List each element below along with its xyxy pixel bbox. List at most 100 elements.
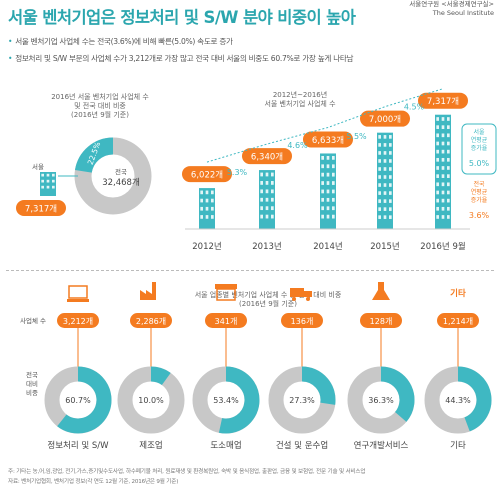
industry-category-label: 건설 및 운수업 (276, 440, 328, 451)
building-window (41, 179, 44, 183)
building-window (271, 197, 274, 202)
building-window (389, 151, 392, 155)
building-window (389, 143, 392, 147)
bar-value-pill (418, 92, 468, 109)
industry-count-pill (281, 313, 323, 328)
industry-category-label: 제조업 (139, 441, 162, 451)
bar-growth-label: 5.3% (227, 168, 248, 177)
bar-category-label: 2013년 (252, 241, 281, 252)
building-window (389, 191, 392, 195)
bar-chart-title-line: 서울 벤처기업 사업체 수 (264, 99, 336, 108)
industry-count-label: 2,286개 (136, 316, 166, 326)
seoul-growth-caption: 서울 (473, 128, 485, 136)
industry-count-label: 136개 (291, 316, 314, 326)
industry-title-line: 서울 업종별 벤처기업 사업체 수 및 전국 대비 비중 (195, 290, 342, 299)
bar-value-label: 6,022개 (191, 170, 223, 181)
building-window (441, 215, 445, 219)
building-window (321, 197, 324, 202)
building-window (378, 159, 381, 163)
bar-4 (435, 114, 451, 229)
building-window (436, 133, 439, 138)
bar-growth-label: 5.5% (346, 132, 367, 141)
building-window (271, 206, 274, 211)
building-window (200, 198, 203, 203)
building-window (260, 172, 263, 177)
building-window (441, 206, 445, 211)
building-window (205, 206, 209, 211)
national-growth-caption: 연평균 (471, 188, 488, 196)
section-divider (6, 270, 494, 271)
page-title: 서울 벤처기업은 정보처리 및 S/W 분야 비중이 높아 (8, 8, 356, 27)
industry-count-pill (437, 313, 479, 328)
building-window (441, 141, 445, 146)
building-window (441, 117, 445, 121)
building-window (441, 190, 445, 195)
bar-3-body (377, 132, 393, 229)
building-window (332, 172, 335, 177)
building-window (52, 179, 55, 183)
bullet-dot-icon: • (8, 37, 13, 46)
industry-0 (44, 285, 112, 434)
building-window (389, 167, 392, 171)
bar-value-label: 7,317개 (427, 96, 459, 107)
industry-category-label: 도소매업 (210, 441, 241, 451)
bullet-item: • 정보처리 및 S/W 부문의 사업체 수가 3,212개로 가장 많고 전국 … (8, 54, 354, 63)
donut-seoul-slice (74, 137, 114, 174)
building-window (436, 198, 439, 203)
footnote-source: 자료: 벤처기업협회, 벤처기업 정보(각 연도 12월 기준, 2016년은 … (8, 479, 179, 485)
building-window (265, 172, 269, 177)
building-window (441, 182, 445, 187)
building-window (326, 172, 330, 177)
building-window (260, 214, 263, 219)
industry-1 (117, 282, 185, 434)
building-window (211, 190, 214, 195)
bar-1 (259, 170, 275, 229)
store-awning (215, 284, 237, 289)
building-window (389, 215, 392, 219)
bar-chart-title-line: 2012년~2016년 (273, 90, 327, 99)
industry-share-slice (457, 366, 492, 432)
etc-icon-text: 기타 (450, 288, 466, 299)
building-window (436, 215, 439, 219)
building-window (436, 206, 439, 211)
donut-seoul-label: 서울 (32, 162, 44, 171)
building-window (260, 197, 263, 202)
truck-cargo (290, 288, 304, 297)
building-window (389, 159, 392, 163)
building-window (205, 198, 209, 203)
building-window (389, 175, 392, 179)
bar-growth-label: 4.5% (404, 103, 425, 112)
building-window (447, 198, 450, 203)
building-window (205, 190, 209, 195)
building-window (271, 189, 274, 194)
building-window (378, 199, 381, 203)
industry-count-row-label: 사업체 수 (20, 316, 46, 325)
bar-value-pill (182, 166, 232, 183)
seoul-growth-caption: 증가율 (471, 144, 488, 152)
national-growth-caption: 전국 (473, 180, 485, 188)
building-window (436, 157, 439, 162)
industry-share-row-label: 대비 (26, 379, 38, 388)
building-window (332, 206, 335, 211)
seoul-growth-caption: 연평균 (471, 136, 488, 144)
building-window (265, 206, 269, 211)
building-window (332, 164, 335, 169)
building-window (46, 179, 50, 183)
building-window (200, 215, 203, 219)
industry-count-label: 341개 (215, 316, 238, 326)
donut-seoul-pill (16, 200, 66, 216)
building-window (436, 166, 439, 170)
building-window (389, 199, 392, 203)
building-window (389, 207, 392, 211)
building-window (447, 157, 450, 162)
building-window (383, 135, 387, 139)
building-window (378, 151, 381, 155)
building-window (326, 181, 330, 185)
industry-share-label: 44.3% (445, 396, 471, 405)
building-window (436, 182, 439, 187)
industry-share-row-label: 비중 (26, 388, 38, 397)
industry-title-line: (2016년 9월 기준) (239, 299, 297, 308)
building-window (389, 135, 392, 139)
seoul-growth-value: 5.0% (469, 159, 490, 168)
